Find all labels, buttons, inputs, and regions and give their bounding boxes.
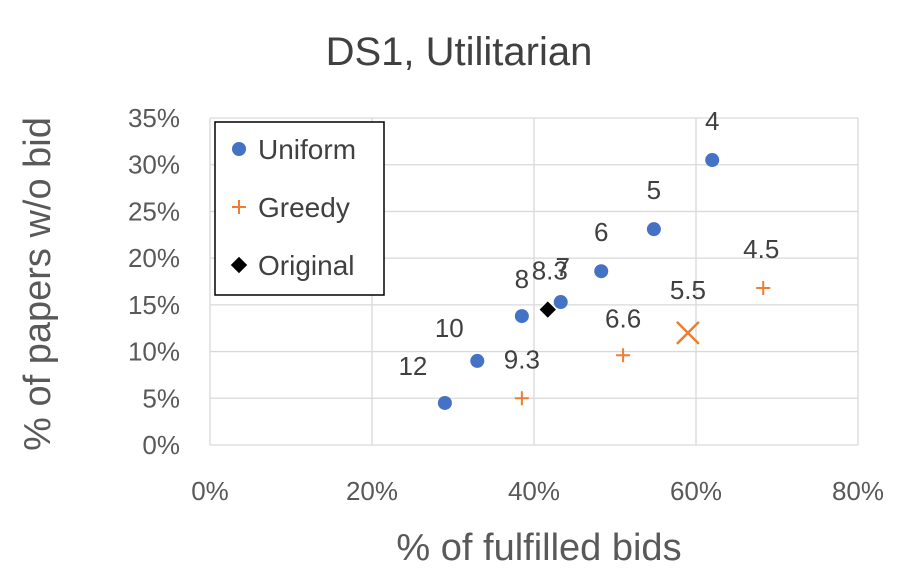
greedy-point (676, 321, 700, 345)
y-tick-label: 5% (142, 383, 180, 413)
x-tick-label: 20% (346, 476, 398, 506)
legend-marker-uniform (232, 142, 246, 156)
legend-marker-greedy (232, 200, 246, 214)
x-tick-label: 0% (191, 476, 229, 506)
y-tick-label: 10% (128, 337, 180, 367)
point-label: 7 (555, 252, 569, 282)
point-label: 4 (705, 106, 719, 136)
uniform-point (514, 309, 529, 324)
x-tick-label: 40% (508, 476, 560, 506)
y-tick-label: 35% (128, 103, 180, 133)
y-axis-label: % of papers w/o bid (17, 117, 59, 451)
legend-label-uniform: Uniform (258, 134, 356, 165)
point-label: 10 (435, 313, 464, 343)
point-label: 5 (647, 175, 661, 205)
tick-labels: 0% 5% 10% 15% 20% 25% 30% 35% 0% 20% 40% 60% 80% (128, 103, 884, 506)
x-tick-label: 80% (832, 476, 884, 506)
greedy-point (616, 348, 631, 363)
x-tick-label: 60% (670, 476, 722, 506)
greedy-point (756, 281, 771, 296)
y-tick-label: 30% (128, 150, 180, 180)
y-tick-label: 25% (128, 196, 180, 226)
uniform-point (705, 153, 720, 168)
point-label: 5.5 (670, 275, 706, 305)
point-label: 6 (594, 217, 608, 247)
data-points (437, 153, 771, 410)
point-label: 8 (515, 264, 529, 294)
uniform-point (553, 295, 568, 310)
legend-marker-original (229, 255, 249, 275)
y-tick-label: 20% (128, 243, 180, 273)
original-point (537, 299, 558, 320)
point-labels: 12 10 8 76 5 4 9.3 6.6 5.5 4.5 8.3 (398, 106, 779, 381)
chart-title: DS1, Utilitarian (326, 30, 593, 74)
uniform-point (646, 222, 661, 237)
uniform-point (594, 264, 609, 279)
legend-label-greedy: Greedy (258, 192, 350, 223)
point-label: 8.3 (532, 256, 568, 286)
point-label: 9.3 (504, 344, 540, 374)
point-label: 6.6 (605, 303, 641, 333)
greedy-point (514, 391, 529, 406)
point-label: 4.5 (743, 234, 779, 264)
uniform-point (437, 395, 452, 410)
y-tick-label: 0% (142, 430, 180, 460)
y-tick-label: 15% (128, 290, 180, 320)
x-axis-label: % of fulfilled bids (396, 527, 681, 569)
legend-label-original: Original (258, 250, 354, 281)
point-label: 12 (398, 351, 427, 381)
legend: Uniform Greedy Original (214, 121, 385, 296)
uniform-point (470, 353, 485, 368)
